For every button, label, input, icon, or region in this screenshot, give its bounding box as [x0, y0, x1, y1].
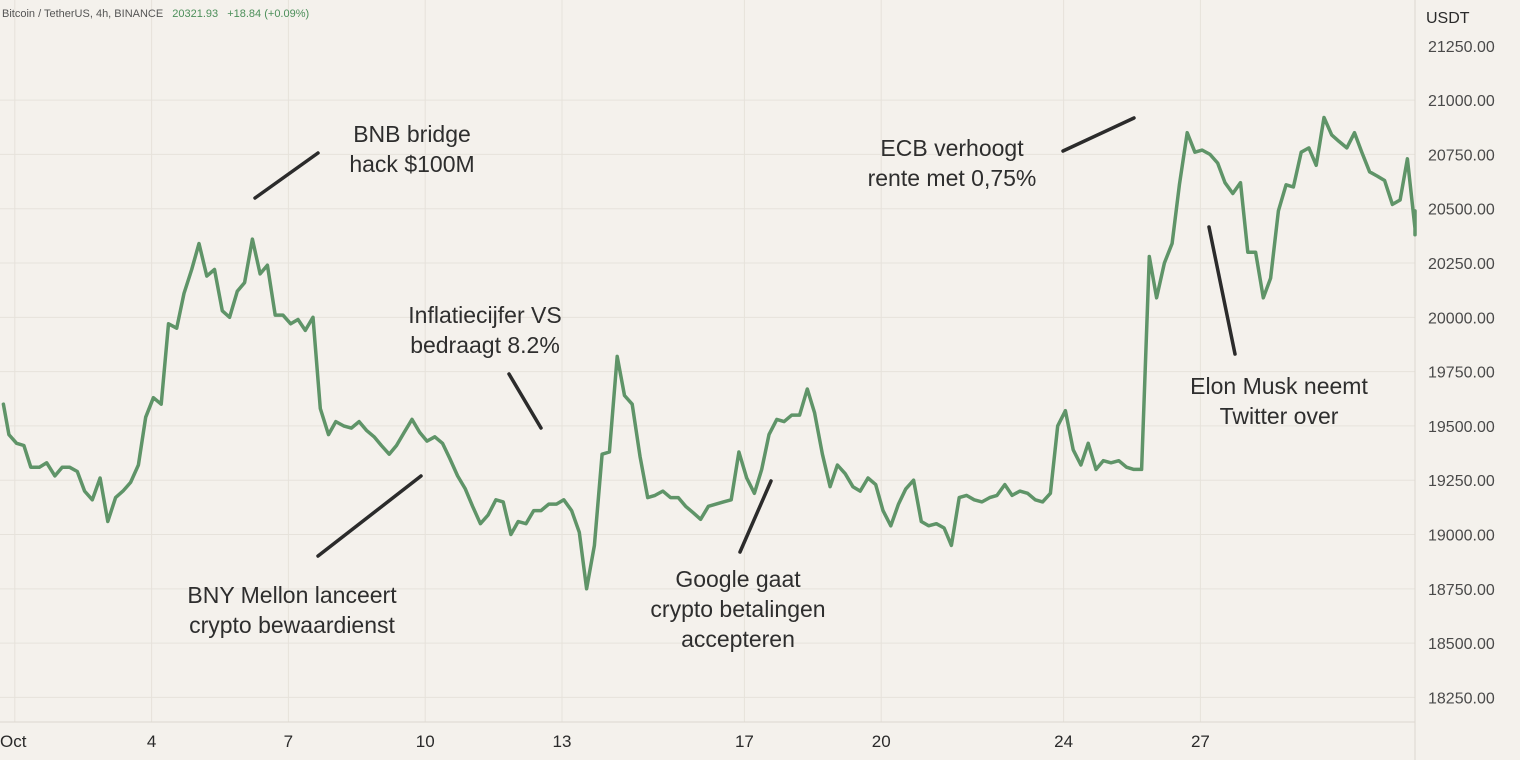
annotation-line: BNB bridge	[353, 121, 471, 147]
annotation-line: BNY Mellon lanceert	[187, 582, 397, 608]
annotation-line: rente met 0,75%	[868, 165, 1037, 191]
annotation-label: Google gaat crypto betalingen accepteren	[650, 566, 825, 652]
price-tick-label: 18750.00	[1428, 582, 1495, 599]
price-tick-label: 19000.00	[1428, 528, 1495, 545]
annotation-line: Elon Musk neemt	[1190, 373, 1368, 399]
price-tick-label: 21000.00	[1428, 93, 1495, 110]
annotation-label: ECB verhoogt rente met 0,75%	[868, 135, 1037, 191]
time-tick-label: 4	[147, 732, 156, 751]
price-tick-label: 20500.00	[1428, 202, 1495, 219]
time-tick-label: Oct	[0, 732, 27, 751]
annotation-label: Elon Musk neemt Twitter over	[1190, 373, 1368, 429]
annotation-label: BNY Mellon lanceert crypto bewaardienst	[187, 582, 397, 638]
price-tick-label: 18500.00	[1428, 636, 1495, 653]
time-tick-label: 20	[872, 732, 891, 751]
time-tick-label: 24	[1054, 732, 1073, 751]
annotation-line: crypto betalingen	[650, 596, 825, 622]
last-price: 20321.93	[172, 8, 218, 20]
annotations: BNB bridge hack $100M Inflatiecijfer VS bed…	[187, 121, 1368, 652]
price-tick-label: 18250.00	[1428, 690, 1495, 707]
time-tick-label: 13	[553, 732, 572, 751]
price-tick-label: 20000.00	[1428, 310, 1495, 327]
price-tick-label: 20250.00	[1428, 256, 1495, 273]
price-change: +18.84 (+0.09%)	[227, 8, 309, 20]
price-tick-label: 20750.00	[1428, 147, 1495, 164]
time-tick-label: 27	[1191, 732, 1210, 751]
annotation-line: crypto bewaardienst	[189, 612, 395, 638]
annotation-line: hack $100M	[349, 151, 474, 177]
annotation-line: Inflatiecijfer VS	[408, 302, 561, 328]
horizontal-gridlines	[0, 99, 1415, 698]
time-tick-label: 7	[284, 732, 293, 751]
annotation-line: ECB verhoogt	[880, 135, 1024, 161]
svg-text:Bitcoin / TetherUS, 4h, BINANC: Bitcoin / TetherUS, 4h, BINANCE 20321.93…	[2, 8, 309, 20]
axis-lines	[0, 0, 1416, 760]
price-tick-label: 19500.00	[1428, 419, 1495, 436]
annotation-label: Inflatiecijfer VS bedraagt 8.2%	[408, 302, 561, 358]
price-tick-label-clipped: 21250.00	[1428, 39, 1495, 56]
annotation-connector	[738, 479, 773, 554]
price-series-line	[1, 115, 1417, 591]
annotation-connector	[1207, 225, 1237, 356]
annotation-line: Twitter over	[1220, 403, 1339, 429]
annotation-line: Google gaat	[675, 566, 801, 592]
annotation-connector	[507, 372, 543, 430]
price-tick-label: 19750.00	[1428, 365, 1495, 382]
annotation-connector	[316, 474, 423, 558]
time-tick-label: 10	[416, 732, 435, 751]
price-tick-label: 19250.00	[1428, 473, 1495, 490]
annotation-connector	[1061, 116, 1136, 153]
symbol-header: Bitcoin / TetherUS, 4h, BINANCE 20321.93…	[2, 8, 309, 20]
vertical-gridlines	[14, 0, 1201, 722]
symbol-title: Bitcoin / TetherUS, 4h, BINANCE	[2, 8, 163, 20]
annotation-connectors	[253, 116, 1237, 558]
time-tick-label: 17	[735, 732, 754, 751]
price-axis-labels: 18250.00 18500.00 18750.00 19000.00 19250.00…	[1428, 39, 1495, 708]
annotation-line: bedraagt 8.2%	[410, 332, 560, 358]
annotation-label: BNB bridge hack $100M	[349, 121, 474, 177]
annotation-line: accepteren	[681, 626, 795, 652]
time-axis-labels: Oct 4 7 10 13 17 20 24 27	[0, 732, 1210, 751]
annotation-connector	[253, 151, 320, 200]
price-axis-unit: USDT	[1426, 10, 1470, 27]
